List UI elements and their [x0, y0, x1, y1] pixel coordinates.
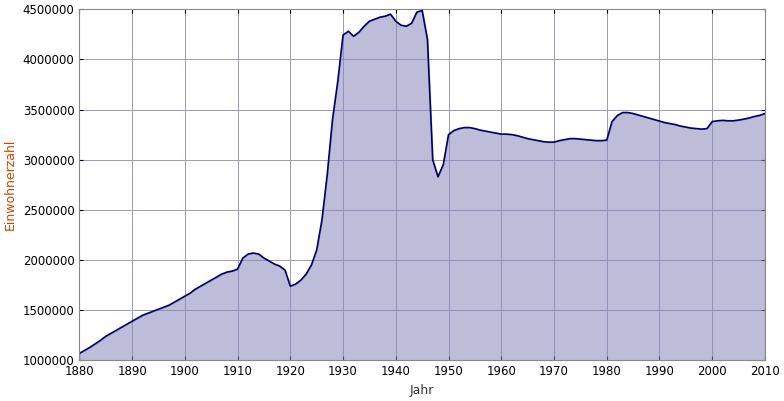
X-axis label: Jahr: Jahr: [410, 384, 434, 397]
Y-axis label: Einwohnerzahl: Einwohnerzahl: [4, 139, 17, 231]
